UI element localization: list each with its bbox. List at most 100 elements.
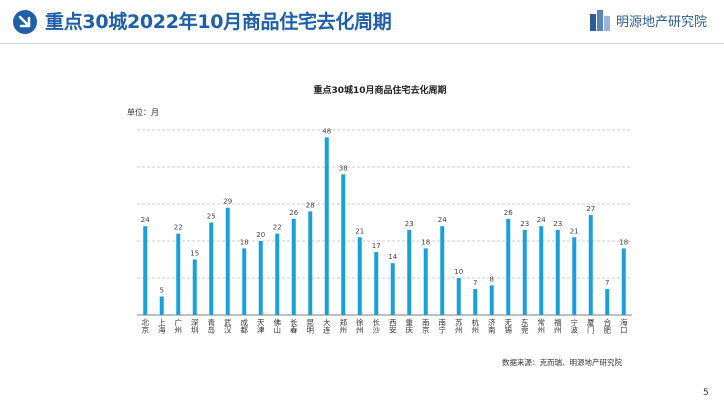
category-label: 苏州: [454, 317, 463, 334]
data-label: 18: [619, 238, 628, 246]
category-label: 西安: [388, 318, 397, 335]
bar: [192, 259, 197, 315]
bar: [324, 137, 329, 315]
category-label: 常州: [537, 318, 546, 334]
bar: [176, 233, 181, 315]
data-label: 28: [306, 201, 315, 209]
category-label: 东莞: [520, 317, 529, 335]
bar: [225, 207, 230, 315]
data-label: 21: [355, 227, 364, 235]
bar: [539, 226, 544, 315]
bar: [209, 222, 214, 315]
bar: [341, 174, 346, 315]
category-label: 无锡: [504, 318, 513, 335]
data-label: 24: [141, 216, 150, 224]
data-label: 7: [473, 279, 477, 287]
bar: [308, 211, 313, 315]
bar: [423, 248, 428, 315]
bar: [143, 226, 148, 315]
data-label: 18: [240, 238, 249, 246]
category-label: 天津: [256, 318, 265, 335]
bar: [621, 248, 626, 315]
bar: [275, 233, 280, 315]
bar: [407, 229, 412, 315]
category-label: 北京: [141, 318, 150, 335]
bar: [440, 226, 445, 315]
data-label: 29: [223, 198, 232, 206]
category-label: 长沙: [372, 317, 381, 334]
category-label: 重庆: [405, 318, 414, 335]
category-label: 南宁: [438, 317, 447, 334]
chart-title: 重点30城10月商品住宅去化周期: [313, 84, 446, 96]
category-label: 佛山: [273, 317, 282, 335]
bar: [456, 278, 461, 315]
data-label: 17: [372, 242, 381, 250]
data-label: 10: [454, 268, 463, 276]
header-divider: [0, 43, 724, 44]
category-label: 青岛: [207, 317, 216, 335]
unit-label: 单位：月: [127, 107, 159, 117]
category-label: 武汉: [223, 317, 232, 335]
bar: [605, 289, 610, 315]
data-label: 5: [160, 287, 164, 295]
bar: [291, 218, 296, 315]
category-label: 济南: [487, 317, 496, 334]
data-label: 24: [537, 216, 546, 224]
page-number: 5: [703, 388, 709, 398]
bar: [473, 289, 478, 315]
category-label: 海口: [619, 317, 628, 334]
category-label: 福州: [553, 318, 562, 334]
bar: [242, 248, 247, 315]
data-label: 22: [273, 224, 282, 232]
bar: [522, 229, 527, 315]
category-label: 深圳: [190, 318, 199, 335]
brand-name: 明源地产研究院: [616, 15, 708, 30]
category-label: 大连: [322, 317, 331, 335]
arrow-icon: [13, 10, 37, 34]
category-label: 广州: [174, 317, 183, 334]
data-label: 25: [207, 213, 216, 221]
bar: [506, 218, 511, 315]
category-label: 宁波: [570, 317, 579, 335]
bar: [159, 296, 164, 315]
bar: [258, 241, 263, 315]
data-label: 26: [289, 209, 298, 217]
brand-logo: 明源地产研究院: [589, 7, 719, 33]
data-label: 18: [421, 238, 430, 246]
data-label: 7: [605, 279, 609, 287]
category-label: 徐州: [355, 317, 364, 334]
bar: [555, 229, 560, 315]
source-note: 数据来源：克而瑞、明源地产研究院: [502, 357, 622, 367]
building-icon: [590, 10, 610, 31]
bar: [572, 237, 577, 315]
bar: [588, 215, 593, 315]
category-label: 郑州: [339, 317, 348, 334]
data-label: 22: [174, 224, 183, 232]
category-label: 南京: [421, 317, 430, 335]
category-label: 杭州: [471, 317, 480, 334]
data-label: 48: [322, 127, 331, 135]
data-label: 15: [190, 250, 199, 258]
data-label: 24: [438, 216, 447, 224]
slide-title: 重点30城2022年10月商品住宅去化周期: [45, 11, 392, 33]
data-label: 23: [553, 220, 562, 228]
bar: [390, 263, 395, 315]
data-label: 38: [339, 164, 348, 172]
data-label: 23: [405, 220, 414, 228]
category-label: 昆明: [306, 318, 315, 335]
category-label: 厦门: [586, 318, 595, 335]
data-label: 21: [570, 227, 579, 235]
bar: [357, 237, 362, 315]
data-label: 26: [504, 209, 513, 217]
category-label: 上海: [157, 318, 166, 335]
data-label: 8: [490, 275, 494, 283]
data-label: 14: [388, 253, 397, 261]
data-label: 23: [520, 220, 529, 228]
data-label: 27: [586, 205, 595, 213]
category-label: 长春: [289, 317, 298, 334]
bar: [489, 285, 494, 315]
category-label: 成都: [240, 317, 249, 335]
bar: [374, 252, 379, 315]
category-label: 合肥: [603, 317, 612, 335]
